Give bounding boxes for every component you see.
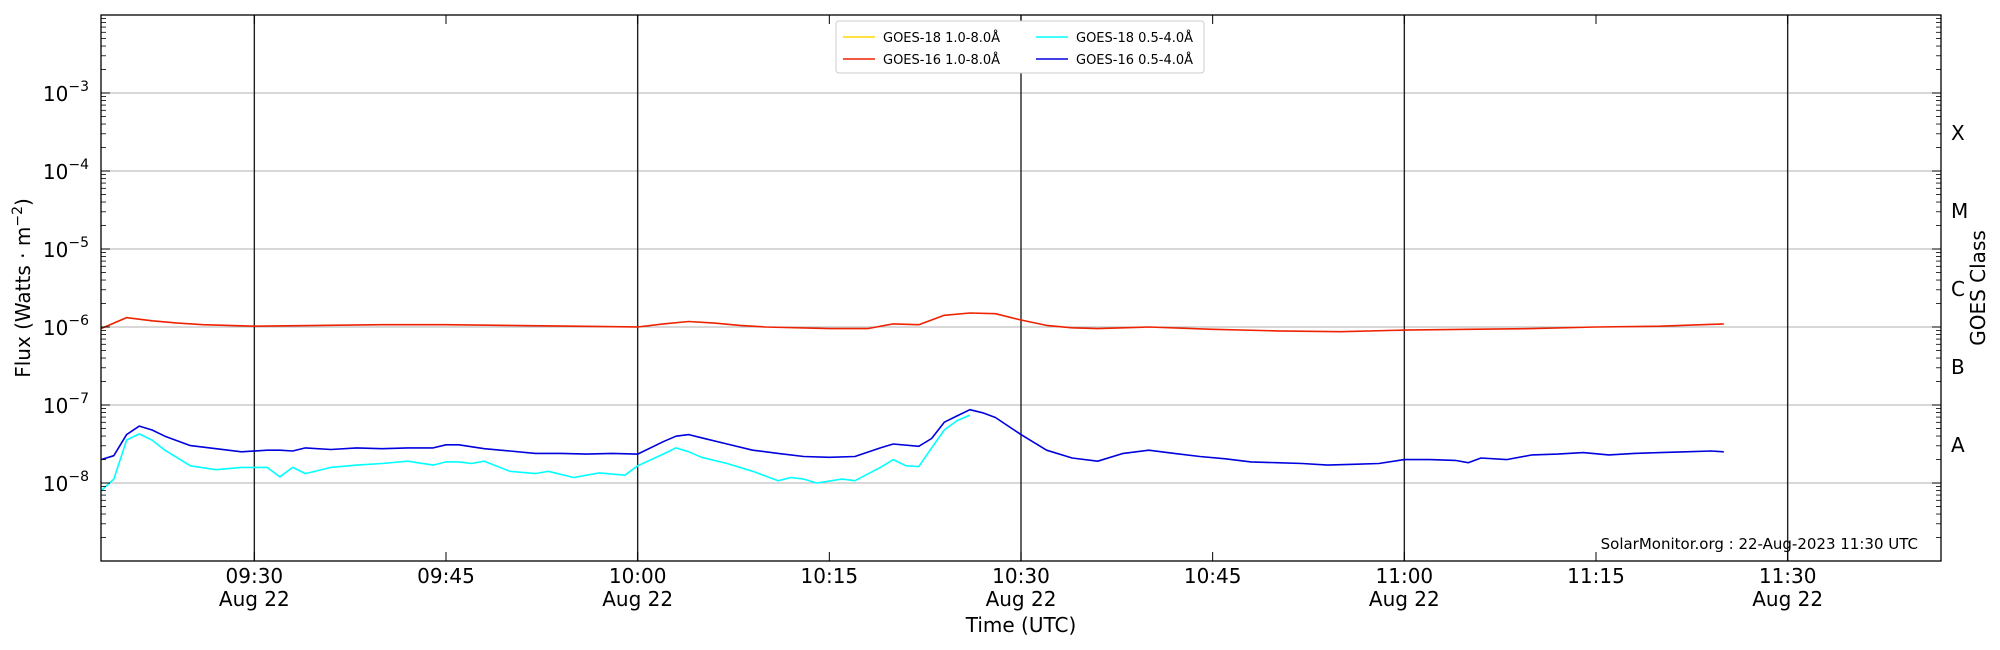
goes-class-label-m: M xyxy=(1951,199,1968,223)
series-line-3 xyxy=(100,408,1724,466)
x-tick-label-7: 11:15 xyxy=(1567,564,1625,588)
legend: GOES-18 1.0-8.0Å GOES-16 1.0-8.0Å GOES-18 … xyxy=(835,20,1205,74)
legend-label-1: GOES-16 1.0-8.0Å xyxy=(883,52,1000,68)
major-time-lines xyxy=(253,15,1789,561)
goes-class-label-a: A xyxy=(1951,433,1965,457)
y2-axis-title: GOES Class xyxy=(1966,230,1990,346)
legend-label-2: GOES-18 0.5-4.0Å xyxy=(1076,30,1193,46)
x-axis-title: Time (UTC) xyxy=(965,613,1077,637)
x-tick-label-2: 10:00 xyxy=(609,564,667,588)
x-tick-date-label-0: Aug 22 xyxy=(219,587,290,611)
legend-frame xyxy=(835,20,1205,74)
goes-class-label-c: C xyxy=(1951,277,1965,301)
series-line-1 xyxy=(100,312,1724,333)
x-tick-date-label-4: Aug 22 xyxy=(986,587,1057,611)
watermark: SolarMonitor.org : 22-Aug-2023 11:30 UTC xyxy=(1601,535,1918,553)
x-tick-label-0: 09:30 xyxy=(226,564,284,588)
x-tick-label-3: 10:15 xyxy=(801,564,859,588)
legend-label-3: GOES-16 0.5-4.0Å xyxy=(1076,52,1193,68)
x-tick-date-label-8: Aug 22 xyxy=(1752,587,1823,611)
x-tick-label-6: 11:00 xyxy=(1376,564,1434,588)
y-tick-label-4: 10−4 xyxy=(43,157,89,184)
x-tick-label-8: 11:30 xyxy=(1759,564,1817,588)
y-tick-label-5: 10−3 xyxy=(43,79,89,106)
y-tick-label-3: 10−5 xyxy=(43,235,89,262)
axis-ticks xyxy=(101,15,1941,561)
y-tick-label-0: 10−8 xyxy=(43,469,89,496)
series-line-2 xyxy=(100,414,971,492)
x-tick-date-label-2: Aug 22 xyxy=(602,587,673,611)
flux-series xyxy=(100,312,1724,492)
legend-label-0: GOES-18 1.0-8.0Å xyxy=(883,30,1000,46)
y-tick-label-2: 10−6 xyxy=(43,313,89,340)
x-tick-label-1: 09:45 xyxy=(417,564,475,588)
y-axis-title: Flux (Watts · m−2) xyxy=(10,198,35,378)
goes-class-label-x: X xyxy=(1951,121,1965,145)
goes-class-label-b: B xyxy=(1951,355,1965,379)
x-tick-date-label-6: Aug 22 xyxy=(1369,587,1440,611)
y-tick-label-1: 10−7 xyxy=(43,391,89,418)
x-tick-label-5: 10:45 xyxy=(1184,564,1242,588)
x-tick-label-4: 10:30 xyxy=(992,564,1050,588)
